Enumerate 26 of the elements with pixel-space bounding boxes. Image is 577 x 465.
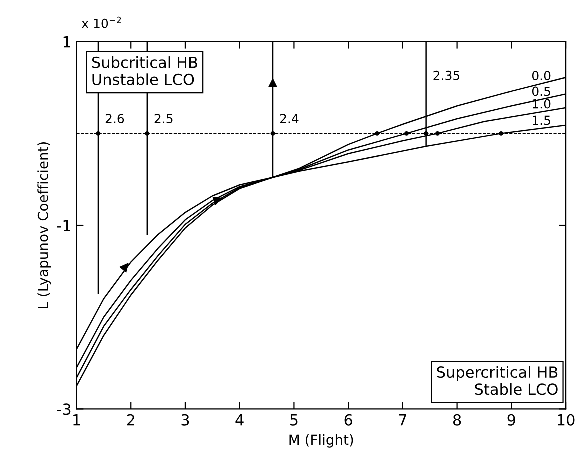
annotation: Supercritical HB Stable LCO [437,366,558,396]
series-label: 2.6 [106,114,124,124]
text: x 10$^{−2}$ [82,16,122,28]
series-label: 0.0 [532,71,551,81]
x-tick-label: 5 [290,414,298,426]
series-label: 1.0 [533,99,551,109]
annotation: Subcritical HB Unstable LCO [92,56,198,86]
y-tick-label: -3 [57,404,71,416]
series-label: 2.35 [434,70,460,80]
series-label: 1.5 [533,116,550,126]
y-tick-label: 1 [64,36,70,48]
x-tick-label: 2 [127,414,134,426]
x-tick-label: 8 [453,414,462,426]
series-label: 0.5 [532,86,550,96]
x-tick-label: 3 [182,414,190,426]
x-tick-label: 6 [344,414,352,426]
x-tick-label: 10 [558,414,575,426]
series-label: 2.4 [280,114,299,124]
x-axis-title: M (Flight) [290,434,354,448]
y-tick-label: -1 [57,220,70,232]
x-tick-label: 7 [399,414,406,426]
y-axis-title: L (Lyapunov Coefficient) [38,142,52,308]
x-tick-label: 4 [236,414,244,426]
x-tick-label: 9 [508,414,516,426]
series-label: 2.5 [154,114,173,124]
x-tick-label: 1 [74,414,80,426]
